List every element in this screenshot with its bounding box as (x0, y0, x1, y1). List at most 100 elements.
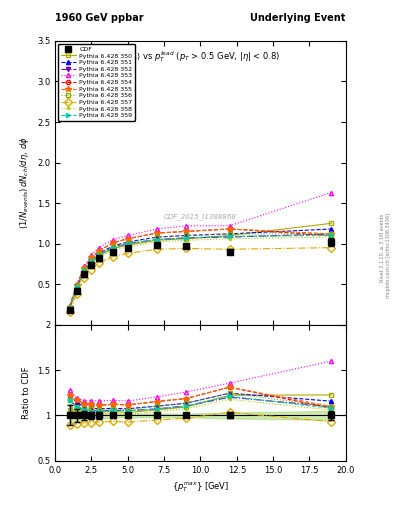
Pythia 6.428 358 (96, 254, 101, 261)
Y-axis label: $(1/N_{events})\,dN_{ch}/d\eta,\,d\phi$: $(1/N_{events})\,dN_{ch}/d\eta,\,d\phi$ (18, 136, 31, 229)
Pythia 6.428 354 (89, 255, 94, 261)
Pythia 6.428 355 (184, 228, 188, 234)
Legend: CDF, Pythia 6.428 350, Pythia 6.428 351, Pythia 6.428 352, Pythia 6.428 353, Pyt: CDF, Pythia 6.428 350, Pythia 6.428 351,… (58, 44, 135, 121)
Pythia 6.428 356 (154, 234, 159, 240)
Pythia 6.428 350 (75, 286, 79, 292)
Pythia 6.428 351 (154, 234, 159, 240)
Pythia 6.428 355 (125, 236, 130, 242)
Line: Pythia 6.428 355: Pythia 6.428 355 (67, 226, 334, 310)
Pythia 6.428 355 (329, 231, 334, 237)
Text: Rivet 3.1.10, ≥ 3.1M events
mcplots.cern.ch [arXiv:1306.3436]: Rivet 3.1.10, ≥ 3.1M events mcplots.cern… (380, 214, 391, 298)
Pythia 6.428 353 (82, 263, 86, 269)
Pythia 6.428 351 (89, 257, 94, 263)
Pythia 6.428 355 (82, 265, 86, 271)
Pythia 6.428 359 (154, 237, 159, 243)
Pythia 6.428 351 (227, 231, 232, 237)
Pythia 6.428 350 (227, 232, 232, 239)
Text: CDF_2015_I1388868: CDF_2015_I1388868 (164, 214, 237, 220)
Pythia 6.428 356 (227, 231, 232, 237)
Pythia 6.428 354 (111, 240, 116, 246)
Pythia 6.428 356 (125, 240, 130, 246)
Pythia 6.428 353 (154, 226, 159, 232)
Pythia 6.428 354 (96, 248, 101, 254)
Pythia 6.428 352 (329, 231, 334, 237)
Pythia 6.428 352 (82, 268, 86, 274)
Pythia 6.428 359 (184, 235, 188, 241)
Pythia 6.428 357 (67, 309, 72, 315)
Pythia 6.428 350 (67, 306, 72, 312)
Line: Pythia 6.428 354: Pythia 6.428 354 (68, 227, 333, 309)
Pythia 6.428 358 (82, 270, 86, 276)
Pythia 6.428 355 (89, 254, 94, 261)
Pythia 6.428 355 (111, 240, 116, 246)
Pythia 6.428 351 (125, 239, 130, 245)
Pythia 6.428 354 (67, 304, 72, 310)
Pythia 6.428 352 (184, 235, 188, 241)
Pythia 6.428 358 (184, 237, 188, 243)
Pythia 6.428 356 (89, 258, 94, 264)
Pythia 6.428 354 (75, 282, 79, 288)
Text: 1960 GeV ppbar: 1960 GeV ppbar (55, 13, 144, 23)
Pythia 6.428 357 (111, 253, 116, 260)
Pythia 6.428 358 (75, 286, 79, 292)
Line: Pythia 6.428 351: Pythia 6.428 351 (68, 227, 333, 309)
Pythia 6.428 350 (96, 252, 101, 259)
Pythia 6.428 350 (329, 220, 334, 226)
Pythia 6.428 353 (89, 252, 94, 258)
Pythia 6.428 355 (227, 226, 232, 232)
Pythia 6.428 356 (184, 232, 188, 239)
Pythia 6.428 355 (96, 248, 101, 254)
Pythia 6.428 353 (96, 245, 101, 251)
Pythia 6.428 357 (75, 291, 79, 297)
Pythia 6.428 352 (96, 252, 101, 258)
Line: Pythia 6.428 350: Pythia 6.428 350 (68, 221, 333, 311)
Pythia 6.428 350 (111, 245, 116, 251)
Pythia 6.428 357 (89, 266, 94, 272)
Line: Pythia 6.428 356: Pythia 6.428 356 (68, 232, 333, 310)
Pythia 6.428 356 (67, 305, 72, 311)
X-axis label: $\{p_T^{max}\}$ [GeV]: $\{p_T^{max}\}$ [GeV] (172, 480, 229, 494)
Pythia 6.428 353 (125, 232, 130, 239)
Pythia 6.428 350 (82, 270, 86, 276)
Pythia 6.428 351 (75, 283, 79, 289)
Pythia 6.428 358 (89, 261, 94, 267)
Pythia 6.428 358 (111, 247, 116, 253)
Pythia 6.428 356 (82, 267, 86, 273)
Pythia 6.428 351 (96, 250, 101, 257)
Pythia 6.428 356 (111, 244, 116, 250)
Pythia 6.428 354 (82, 265, 86, 271)
Pythia 6.428 359 (125, 241, 130, 247)
Text: $\langle N_{ch}\rangle$ vs $p_T^{lead}$ ($p_T$ > 0.5 GeV, $|\eta|$ < 0.8): $\langle N_{ch}\rangle$ vs $p_T^{lead}$ … (120, 50, 281, 65)
Pythia 6.428 356 (75, 284, 79, 290)
Pythia 6.428 357 (82, 275, 86, 282)
Pythia 6.428 354 (227, 226, 232, 232)
Pythia 6.428 352 (89, 259, 94, 265)
Pythia 6.428 357 (154, 246, 159, 252)
Pythia 6.428 353 (184, 223, 188, 229)
Pythia 6.428 352 (125, 241, 130, 247)
Pythia 6.428 359 (89, 259, 94, 265)
Pythia 6.428 351 (329, 226, 334, 232)
Pythia 6.428 359 (82, 268, 86, 274)
Pythia 6.428 354 (154, 230, 159, 236)
Pythia 6.428 358 (154, 239, 159, 245)
Text: Underlying Event: Underlying Event (250, 13, 346, 23)
Pythia 6.428 352 (67, 305, 72, 311)
Pythia 6.428 353 (67, 303, 72, 309)
Pythia 6.428 350 (125, 242, 130, 248)
Pythia 6.428 350 (184, 236, 188, 242)
Pythia 6.428 355 (154, 230, 159, 236)
Pythia 6.428 352 (75, 284, 79, 290)
Pythia 6.428 358 (125, 244, 130, 250)
Pythia 6.428 354 (125, 236, 130, 242)
Line: Pythia 6.428 359: Pythia 6.428 359 (68, 233, 333, 310)
Pythia 6.428 359 (111, 245, 116, 251)
Pythia 6.428 352 (111, 245, 116, 251)
Pythia 6.428 357 (184, 245, 188, 251)
Pythia 6.428 359 (96, 252, 101, 258)
Pythia 6.428 350 (89, 260, 94, 266)
Pythia 6.428 359 (227, 233, 232, 240)
Pythia 6.428 358 (67, 305, 72, 311)
Pythia 6.428 351 (82, 266, 86, 272)
Pythia 6.428 353 (111, 237, 116, 243)
